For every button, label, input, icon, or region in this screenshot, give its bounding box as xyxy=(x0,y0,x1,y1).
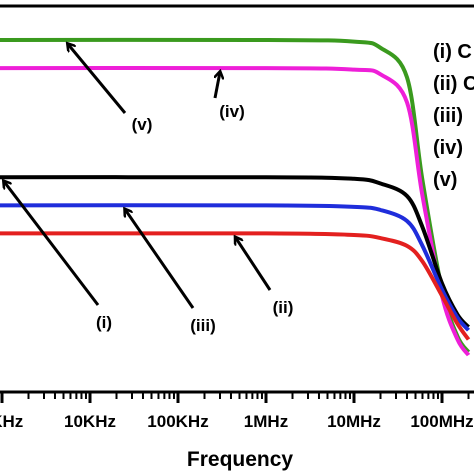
annotation-arrow-iii xyxy=(125,209,195,309)
annotation-layer: (v) (iv) (i) (iii) (ii) xyxy=(4,44,294,335)
x-tick-label: 10MHz xyxy=(327,412,381,431)
x-tick-label: 1MHz xyxy=(244,412,288,431)
annotation-arrow-iv xyxy=(213,72,220,99)
legend: (i) C (ii) C (iii) (iv) (v) xyxy=(433,41,474,191)
series-line-ii xyxy=(0,231,471,341)
series-line-iii xyxy=(0,203,471,332)
annotation-label-v: (v) xyxy=(132,115,153,134)
x-tick-label: 100KHz xyxy=(147,412,208,431)
annotation-label-iv: (iv) xyxy=(219,102,245,121)
x-tick-label: 1KHz xyxy=(0,412,23,431)
annotation-label-ii: (ii) xyxy=(273,298,294,317)
legend-entry: (iv) xyxy=(433,137,463,159)
annotation-label-iii: (iii) xyxy=(190,316,216,335)
legend-entry: (ii) C xyxy=(433,73,474,95)
series-line-iv xyxy=(0,65,471,357)
series-layer xyxy=(0,37,471,357)
legend-entry: (v) xyxy=(433,169,457,191)
series-line-i xyxy=(0,175,470,329)
x-axis: 1KHz 10KHz 100KHz 1MHz 10MHz 100MHz xyxy=(0,390,474,431)
legend-entry: (i) C xyxy=(433,41,472,63)
x-axis-label: Frequency xyxy=(187,448,294,471)
annotation-arrow-i xyxy=(4,181,100,306)
annotation-arrow-ii xyxy=(235,237,272,291)
x-tick-label: 10KHz xyxy=(64,412,116,431)
legend-entry: (iii) xyxy=(433,105,463,127)
annotation-label-i: (i) xyxy=(96,313,112,332)
annotation-arrow-v xyxy=(68,44,127,114)
x-tick-label: 100MHz xyxy=(410,412,473,431)
